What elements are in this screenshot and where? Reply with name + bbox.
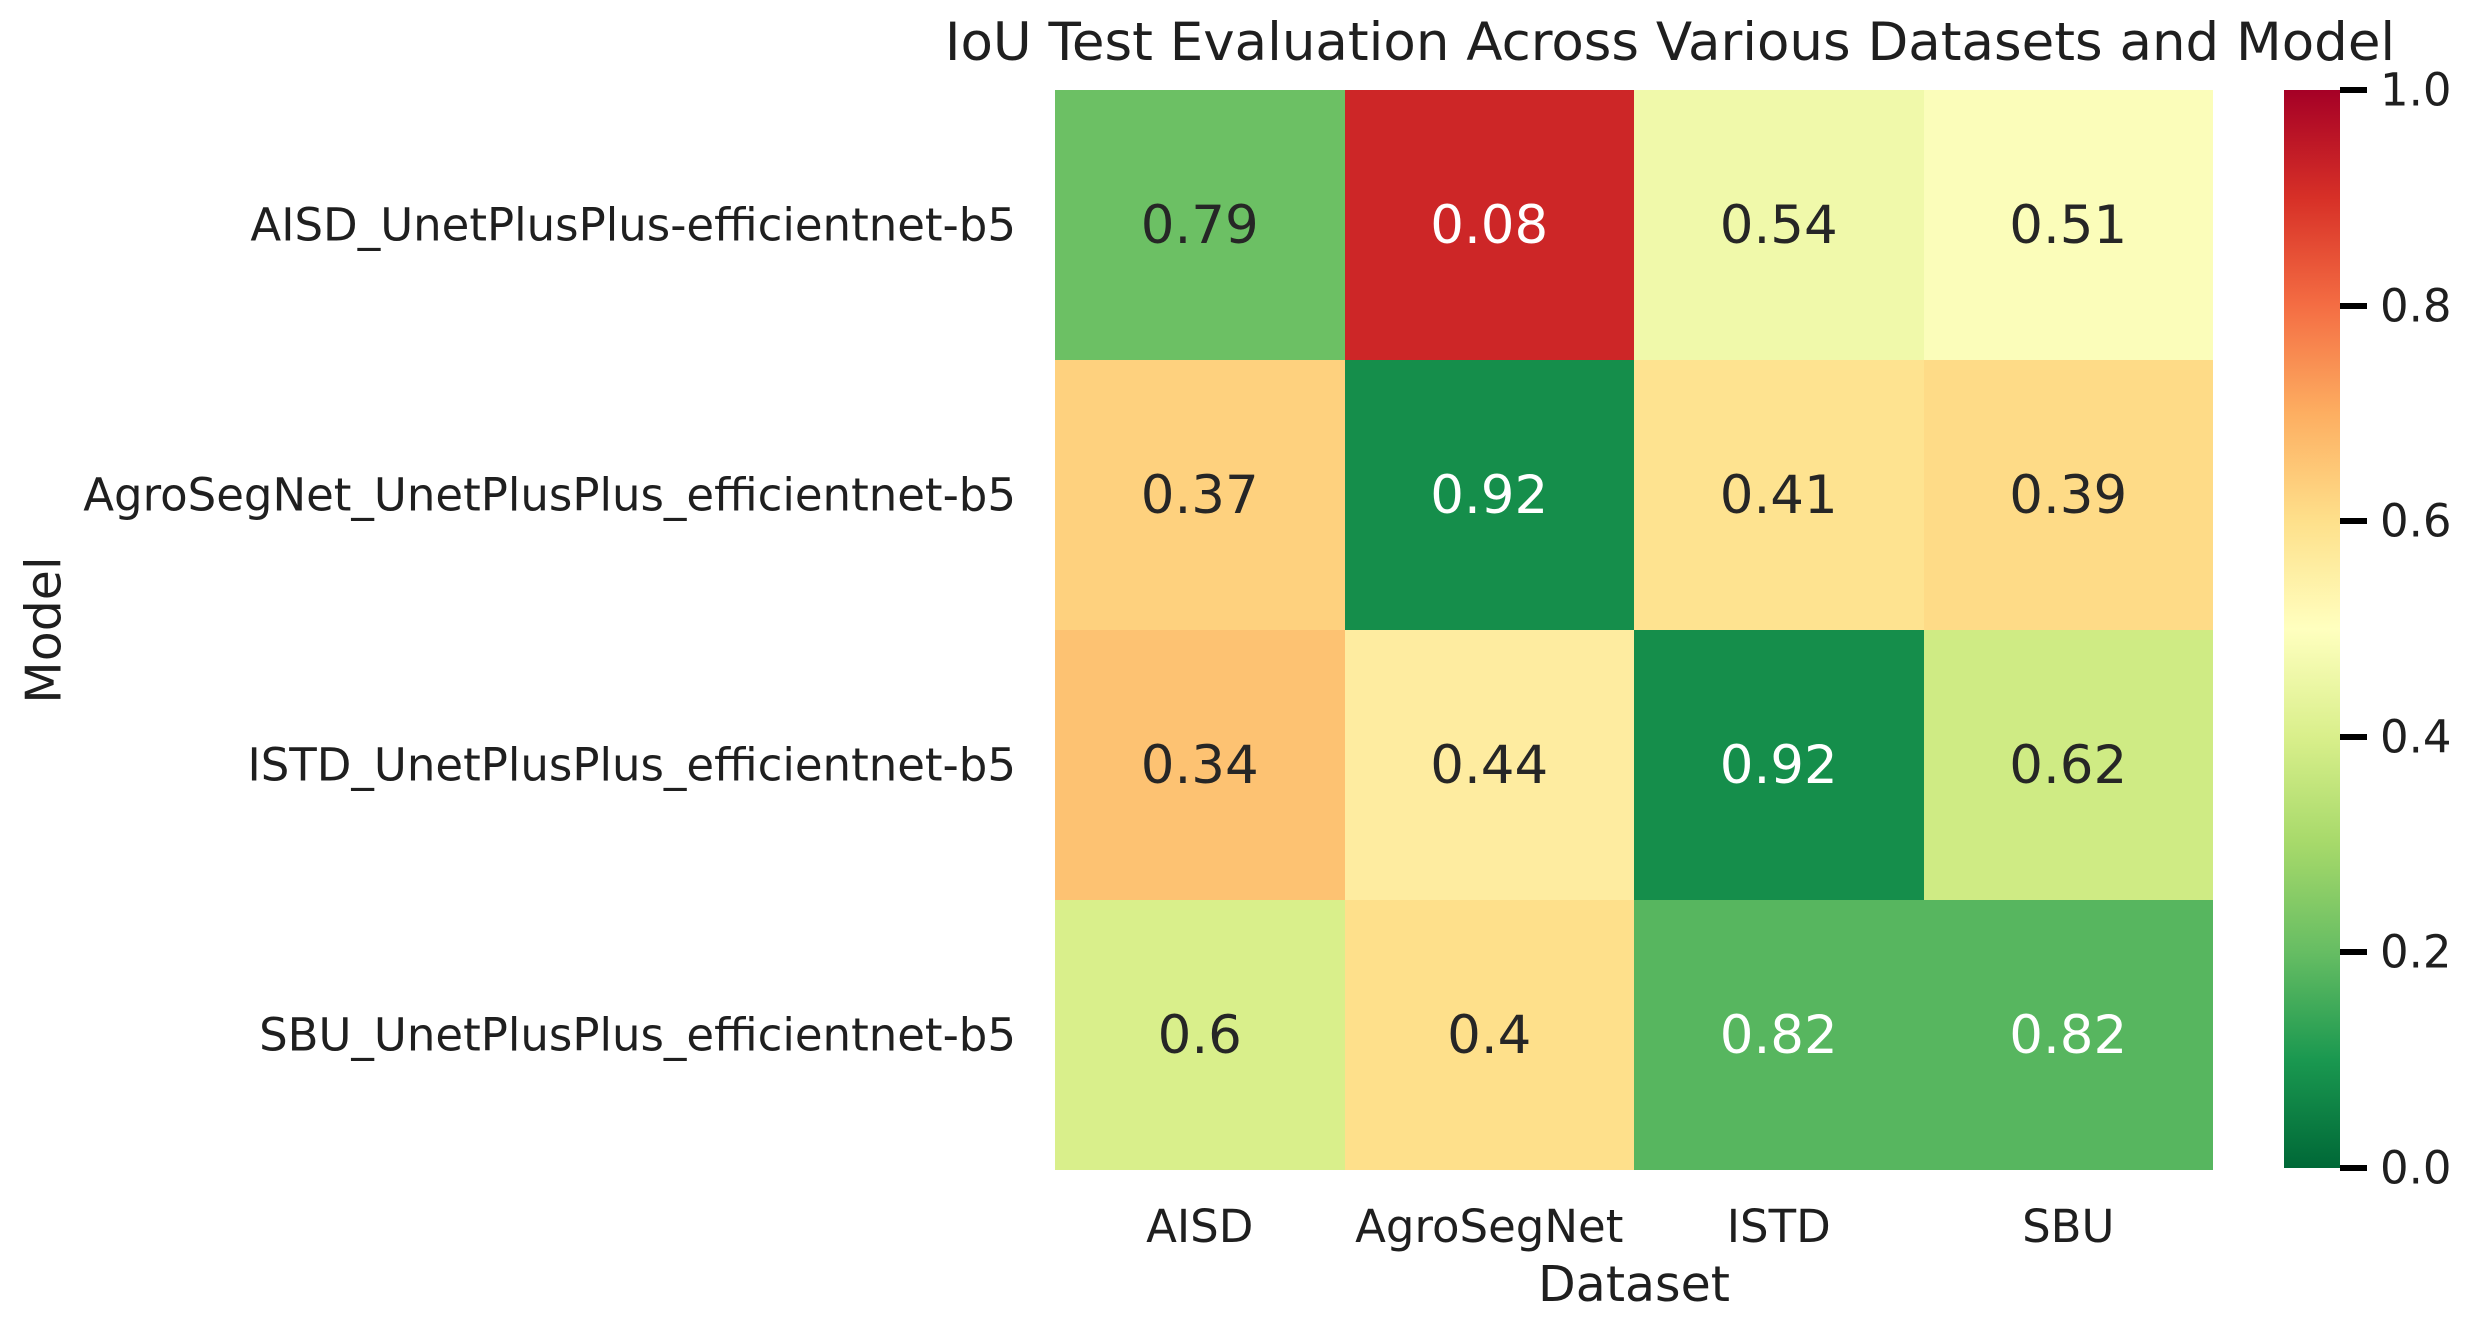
colorbar-tick-label: 0.2 — [2380, 925, 2452, 979]
y-tick-label: AgroSegNet_UnetPlusPlus_efficientnet-b5 — [83, 468, 1016, 522]
y-tick-label: SBU_UnetPlusPlus_efficientnet-b5 — [259, 1008, 1016, 1062]
colorbar-tick-mark — [2340, 949, 2367, 956]
cell-value: 0.82 — [1719, 1004, 1838, 1066]
cell-value: 0.34 — [1140, 734, 1259, 796]
heatmap-cell-AgroSegNet_UnetPlusPlus_efficientnet-b5-AgroSegNet: 0.92 — [1344, 360, 1634, 630]
cell-value: 0.37 — [1140, 464, 1259, 526]
cell-value: 0.6 — [1157, 1004, 1242, 1066]
y-tick-labels: AISD_UnetPlusPlus-efficientnet-b5 AgroSeg… — [0, 0, 1016, 1335]
heatmap-cell-ISTD_UnetPlusPlus_efficientnet-b5-SBU: 0.62 — [1923, 630, 2213, 900]
colorbar-tick-mark — [2340, 87, 2367, 93]
heatmap-cell-SBU_UnetPlusPlus_efficientnet-b5-AgroSegNet: 0.4 — [1344, 900, 1634, 1170]
cell-value: 0.92 — [1430, 464, 1549, 526]
chart-title: IoU Test Evaluation Across Various Datas… — [944, 12, 2396, 73]
colorbar-tick-label: 0.6 — [2380, 494, 2452, 548]
heatmap-cell-SBU_UnetPlusPlus_efficientnet-b5-AISD: 0.6 — [1055, 900, 1345, 1170]
cell-value: 0.44 — [1430, 734, 1549, 796]
heatmap-cell-AISD_UnetPlusPlus-efficientnet-b5-ISTD: 0.54 — [1634, 90, 1924, 360]
colorbar-tick-mark — [2340, 733, 2367, 740]
heatmap-cell-AgroSegNet_UnetPlusPlus_efficientnet-b5-ISTD: 0.41 — [1634, 360, 1924, 630]
cell-value: 0.82 — [2009, 1004, 2128, 1066]
colorbar-tick-label: 1.0 — [2380, 63, 2452, 117]
cell-value: 0.62 — [2009, 734, 2128, 796]
heatmap-cell-AgroSegNet_UnetPlusPlus_efficientnet-b5-AISD: 0.37 — [1055, 360, 1345, 630]
heatmap-cell-ISTD_UnetPlusPlus_efficientnet-b5-AgroSegNet: 0.44 — [1344, 630, 1634, 900]
cell-value: 0.51 — [2009, 194, 2128, 256]
cell-value: 0.92 — [1719, 734, 1838, 796]
x-tick-label: SBU — [2022, 1200, 2115, 1253]
colorbar-tick-label: 0.4 — [2380, 710, 2452, 764]
colorbar-ticks: 1.0 0.8 0.6 0.4 0.2 0.0 — [2340, 64, 2473, 1195]
heatmap-cell-AISD_UnetPlusPlus-efficientnet-b5-SBU: 0.51 — [1923, 90, 2213, 360]
heatmap-cell-AISD_UnetPlusPlus-efficientnet-b5-AISD: 0.79 — [1055, 90, 1345, 360]
cell-value: 0.41 — [1719, 464, 1838, 526]
cell-value: 0.54 — [1719, 194, 1838, 256]
heatmap-cell-ISTD_UnetPlusPlus_efficientnet-b5-AISD: 0.34 — [1055, 630, 1345, 900]
heatmap-cell-ISTD_UnetPlusPlus_efficientnet-b5-ISTD: 0.92 — [1634, 630, 1924, 900]
cell-value: 0.39 — [2009, 464, 2128, 526]
colorbar-tick-label: 0.0 — [2380, 1141, 2452, 1195]
colorbar-gradient — [2284, 90, 2340, 1168]
x-tick-labels: AISD AgroSegNet ISTD SBU — [1055, 1200, 2213, 1260]
heatmap-cell-AISD_UnetPlusPlus-efficientnet-b5-AgroSegNet: 0.08 — [1344, 90, 1634, 360]
x-tick-label: AgroSegNet — [1355, 1200, 1624, 1253]
heatmap-grid: 0.79 0.08 0.54 0.51 0.37 0.92 0.41 0.39 0.34 0.44… — [1055, 90, 2213, 1170]
heatmap-cell-SBU_UnetPlusPlus_efficientnet-b5-SBU: 0.82 — [1923, 900, 2213, 1170]
cell-value: 0.4 — [1447, 1004, 1532, 1066]
colorbar-tick-mark — [2340, 518, 2367, 525]
colorbar-tick-mark — [2340, 1165, 2367, 1171]
heatmap-cell-SBU_UnetPlusPlus_efficientnet-b5-ISTD: 0.82 — [1634, 900, 1924, 1170]
x-tick-label: ISTD — [1726, 1200, 1831, 1253]
cell-value: 0.08 — [1430, 194, 1549, 256]
cell-value: 0.79 — [1140, 194, 1259, 256]
y-tick-label: AISD_UnetPlusPlus-efficientnet-b5 — [250, 198, 1016, 252]
colorbar-tick-label: 0.8 — [2380, 279, 2452, 333]
x-tick-label: AISD — [1146, 1200, 1254, 1253]
colorbar-tick-mark — [2340, 302, 2367, 309]
y-tick-label: ISTD_UnetPlusPlus_efficientnet-b5 — [247, 738, 1016, 792]
x-axis-label: Dataset — [1538, 1256, 1730, 1313]
heatmap-cell-AgroSegNet_UnetPlusPlus_efficientnet-b5-SBU: 0.39 — [1923, 360, 2213, 630]
